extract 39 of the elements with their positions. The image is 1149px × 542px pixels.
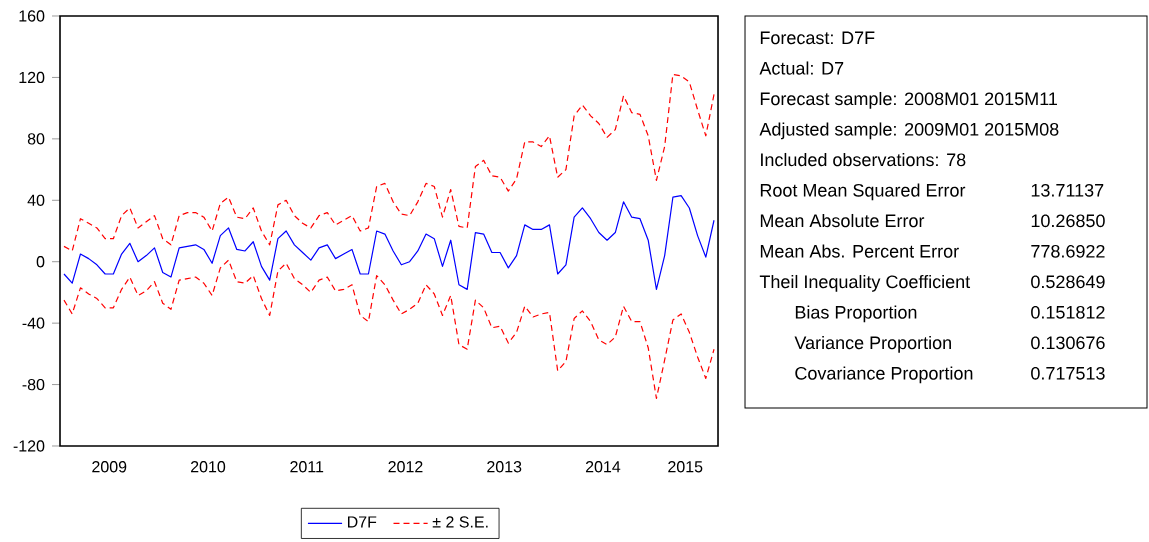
- y-tick-label: 0: [36, 256, 45, 268]
- category-label: Mean Abs. Percent Error: [760, 244, 959, 258]
- category-label: Theil Inequality Coefficient: [759, 274, 971, 292]
- x-tick-label: 2009: [92, 461, 127, 473]
- category-label: Bias Proportion: [795, 305, 917, 323]
- y-tick-label: -80: [22, 378, 45, 391]
- y-tick-label: -120: [13, 440, 45, 452]
- text: 0.130676: [1031, 336, 1105, 350]
- y-tick-label: 120: [19, 71, 45, 84]
- text: Forecast: D7F: [760, 31, 875, 45]
- legend-label: D7F: [348, 516, 377, 528]
- y-tick-label: 40: [27, 194, 45, 206]
- category-label: Covariance Proportion: [795, 366, 973, 384]
- x-tick-label: 2014: [585, 461, 621, 473]
- line-series: [63, 195, 715, 290]
- line-series: [63, 73, 715, 252]
- x-tick-label: 2015: [668, 461, 703, 473]
- text: 13.71137: [1031, 183, 1104, 197]
- y-tick-label: -40: [22, 317, 45, 329]
- legend-label: ± 2 S.E.: [432, 516, 488, 528]
- text: 0.717513: [1031, 366, 1105, 380]
- text: 778.6922: [1031, 244, 1105, 258]
- text: Adjusted sample: 2009M01 2015M08: [759, 122, 1059, 140]
- text: Forecast sample: 2008M01 2015M11: [760, 91, 1057, 109]
- text: 0.528649: [1031, 275, 1105, 289]
- line-series: [63, 259, 715, 399]
- x-tick-label: 2012: [388, 461, 423, 473]
- category-label: Variance Proportion: [794, 335, 951, 353]
- text: 0.151812: [1031, 305, 1105, 319]
- y-tick-label: 80: [27, 133, 45, 145]
- x-tick-label: 2011: [290, 461, 324, 473]
- text: Included observations: 78: [761, 152, 966, 167]
- text: 10.26850: [1031, 214, 1105, 228]
- y-tick-label: 160: [19, 10, 45, 22]
- category-label: Mean Absolute Error: [760, 213, 925, 228]
- category-label: Root Mean Squared Error: [760, 183, 966, 201]
- x-tick-label: 2013: [487, 461, 522, 473]
- text: Actual: D7: [759, 61, 844, 75]
- x-tick-label: 2010: [191, 461, 226, 473]
